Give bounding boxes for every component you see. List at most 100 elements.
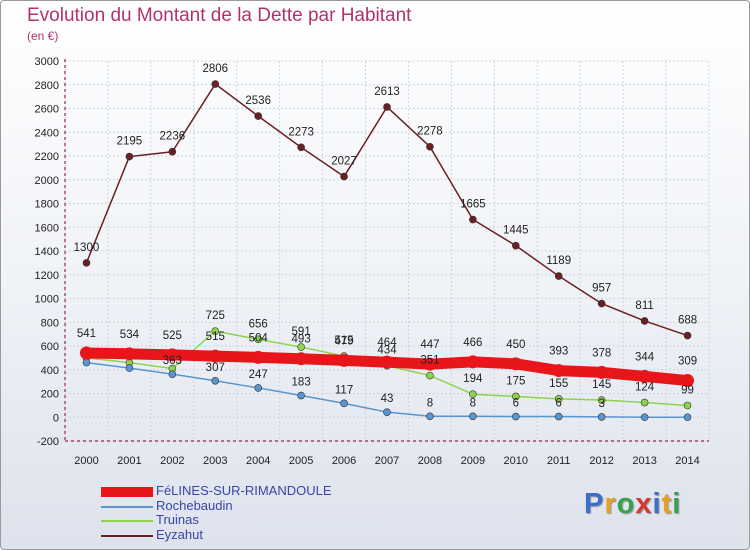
data-point [426, 142, 434, 151]
data-label: 1445 [503, 225, 529, 237]
data-label: 351 [420, 355, 439, 367]
logo-letter: o [616, 488, 636, 520]
data-label: 2027 [331, 156, 357, 168]
x-tick-label: 2001 [117, 455, 141, 467]
data-point [597, 413, 606, 421]
data-point [211, 376, 220, 385]
series-0 [79, 346, 695, 388]
data-point [383, 103, 391, 111]
data-point [426, 371, 434, 380]
logo-letter: r [604, 488, 617, 520]
data-label: 466 [463, 337, 482, 349]
y-tick-label: 2800 [35, 80, 59, 92]
data-point [466, 355, 480, 369]
data-label: 175 [506, 375, 525, 387]
x-tick-label: 2003 [203, 455, 227, 467]
data-point [469, 390, 477, 399]
data-point [383, 408, 391, 416]
grid [64, 60, 710, 442]
data-point [511, 392, 520, 401]
data-label: 247 [249, 369, 268, 381]
data-label: 117 [335, 384, 353, 396]
data-point [294, 352, 308, 366]
legend-label: Rochebaudin [156, 497, 233, 513]
logo-letter: x [635, 488, 653, 520]
x-tick-label: 2005 [289, 455, 313, 467]
data-label: 504 [249, 332, 269, 344]
data-label: 124 [635, 382, 655, 394]
data-point [168, 147, 177, 156]
data-point [254, 112, 263, 120]
legend-swatch [101, 505, 153, 508]
x-tick-label: 2007 [375, 455, 399, 467]
data-point [297, 143, 305, 152]
data-point [211, 327, 220, 335]
data-point [683, 331, 692, 340]
legend-label: Truinas [156, 512, 199, 527]
legend-swatch [101, 520, 153, 522]
data-point [683, 401, 692, 410]
data-point [168, 370, 177, 378]
legend-label: FéLINES-SUR-RIMANDOULE [156, 483, 332, 498]
data-point [638, 369, 652, 383]
data-label: 515 [206, 331, 225, 343]
data-point [340, 399, 348, 408]
x-tick-label: 2011 [547, 455, 571, 467]
chart-title: Evolution du Montant de la Dette par Hab… [27, 5, 412, 26]
data-point [640, 398, 649, 407]
data-labels: 541 534 525 515 504 493 479 464 447 466 450 393 378 3… [74, 63, 697, 410]
y-tick-label: 2400 [35, 127, 59, 139]
data-label: 1300 [74, 242, 100, 254]
data-label: 6 [513, 398, 519, 410]
data-point [82, 358, 91, 367]
data-label: 2613 [374, 86, 400, 98]
x-tick-label: 2012 [589, 455, 613, 467]
logo-letter: i [672, 488, 682, 520]
data-label: 194 [463, 373, 483, 385]
data-label: 393 [549, 346, 568, 358]
y-tick-label: 800 [41, 317, 59, 329]
x-tick-label: 2004 [246, 455, 270, 467]
y-tick-label: 1200 [35, 270, 59, 282]
data-label: 525 [163, 330, 182, 342]
data-point [511, 241, 520, 250]
y-tick-label: 2600 [35, 104, 59, 116]
data-label: 309 [678, 356, 697, 368]
data-point [597, 299, 606, 308]
data-point [254, 384, 263, 392]
data-point [297, 391, 305, 400]
data-label: 8 [427, 397, 433, 409]
logo-letter: P [584, 488, 605, 520]
y-tick-label: 2200 [35, 151, 59, 163]
y-tick-label: 1000 [35, 294, 59, 306]
data-point [79, 346, 93, 360]
data-point [251, 350, 265, 364]
legend-label: Eyzahut [156, 526, 203, 542]
data-label: 6 [556, 398, 562, 410]
data-label: 957 [592, 283, 611, 295]
data-label: 725 [206, 310, 225, 322]
series-3 [82, 80, 692, 340]
data-label: 2278 [417, 126, 443, 138]
data-label: 145 [592, 379, 611, 391]
axes: -200 0 200 400 600 800 1000 1200 1400 1600 1800 200… [35, 56, 709, 467]
data-point [597, 396, 606, 404]
x-tick-label: 2014 [675, 455, 699, 467]
data-label: 2806 [202, 63, 228, 75]
x-tick-label: 2008 [418, 455, 442, 467]
data-point [595, 365, 609, 379]
data-point [125, 152, 134, 161]
data-label: 688 [678, 315, 697, 327]
data-point [211, 80, 220, 88]
y-tick-label: 3000 [35, 56, 59, 68]
logo-letter: t [661, 488, 673, 520]
y-tick-label: 1800 [35, 199, 59, 211]
data-label: 434 [377, 345, 397, 357]
data-label: 99 [681, 384, 694, 396]
data-label: 515 [334, 335, 353, 347]
data-point [683, 413, 692, 422]
data-label: 378 [592, 347, 611, 359]
data-point [469, 412, 477, 421]
